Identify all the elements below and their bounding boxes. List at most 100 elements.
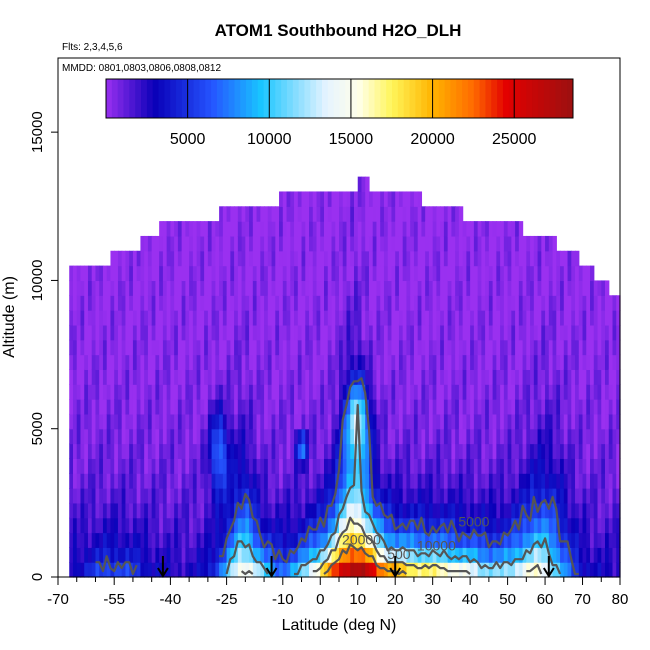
heatmap-cell — [207, 324, 213, 341]
heatmap-cell — [327, 250, 333, 267]
heatmap-cell — [174, 295, 179, 311]
heatmap-cell — [485, 502, 490, 519]
heatmap-cell — [181, 295, 186, 311]
heatmap-cell — [294, 547, 299, 563]
heatmap-cell — [346, 428, 351, 445]
heatmap-cell — [447, 488, 452, 504]
heatmap-cell — [147, 384, 153, 400]
heatmap-cell — [451, 502, 456, 519]
heatmap-cell — [571, 369, 576, 385]
heatmap-cell — [548, 310, 554, 326]
heatmap-cell — [125, 413, 130, 430]
heatmap-cell — [106, 502, 112, 519]
heatmap-cell — [496, 339, 501, 356]
heatmap-cell — [425, 532, 430, 548]
heatmap-cell — [402, 295, 408, 311]
heatmap-cell — [132, 324, 138, 341]
heatmap-cell — [260, 443, 265, 459]
heatmap-cell — [335, 562, 340, 578]
heatmap-cell — [350, 265, 355, 282]
heatmap-cell — [181, 265, 186, 282]
heatmap-cell — [560, 384, 565, 400]
heatmap-cell — [102, 488, 108, 504]
heatmap-cell — [473, 473, 479, 489]
heatmap-cell — [597, 443, 602, 459]
heatmap-cell — [616, 354, 621, 370]
heatmap-cell — [616, 443, 621, 459]
heatmap-cell — [294, 399, 299, 415]
heatmap-cell — [496, 473, 501, 489]
heatmap-cell — [215, 339, 220, 356]
heatmap-cell — [327, 428, 333, 445]
heatmap-cell — [545, 458, 550, 474]
heatmap-cell — [125, 502, 130, 519]
heatmap-cell — [575, 384, 580, 400]
heatmap-cell — [80, 547, 85, 563]
heatmap-cell — [294, 473, 299, 489]
heatmap-cell — [477, 517, 482, 534]
heatmap-cell — [601, 354, 606, 370]
heatmap-cell — [215, 384, 220, 400]
heatmap-cell — [72, 280, 78, 296]
heatmap-cell — [316, 354, 321, 370]
heatmap-cell — [537, 428, 542, 445]
heatmap-cell — [114, 532, 119, 548]
heatmap-cell — [290, 206, 295, 222]
heatmap-cell — [466, 250, 471, 267]
heatmap-cell — [365, 562, 370, 578]
heatmap-cell — [462, 532, 467, 548]
heatmap-cell — [301, 458, 306, 474]
heatmap-cell — [503, 428, 509, 445]
heatmap-cell — [132, 384, 138, 400]
heatmap-cell — [413, 532, 419, 548]
heatmap-cell — [76, 265, 82, 282]
heatmap-cell — [129, 428, 134, 445]
heatmap-cell — [294, 250, 299, 267]
heatmap-cell — [189, 369, 194, 385]
heatmap-cell — [413, 206, 419, 222]
heatmap-cell — [601, 369, 606, 385]
heatmap-cell — [279, 473, 284, 489]
heatmap-cell — [342, 547, 348, 563]
heatmap-cell — [76, 369, 82, 385]
heatmap-cell — [267, 206, 273, 222]
heatmap-cell — [500, 280, 505, 296]
heatmap-cell — [612, 413, 617, 430]
heatmap-cell — [320, 547, 325, 563]
heatmap-cell — [473, 458, 479, 474]
heatmap-cell — [196, 473, 201, 489]
heatmap-cell — [451, 413, 456, 430]
heatmap-cell — [237, 488, 243, 504]
heatmap-cell — [226, 295, 231, 311]
heatmap-cell — [488, 310, 494, 326]
colorbar-swatch — [281, 79, 288, 118]
heatmap-cell — [207, 458, 213, 474]
heatmap-cell — [185, 250, 190, 267]
heatmap-cell — [155, 384, 160, 400]
heatmap-cell — [290, 265, 295, 282]
heatmap-cell — [608, 547, 614, 563]
heatmap-cell — [200, 280, 205, 296]
heatmap-cell — [578, 443, 584, 459]
colorbar-swatch — [549, 79, 556, 118]
heatmap-cell — [245, 339, 250, 356]
heatmap-cell — [264, 547, 269, 563]
heatmap-cell — [147, 488, 153, 504]
heatmap-cell — [533, 324, 539, 341]
heatmap-cell — [286, 473, 291, 489]
heatmap-cell — [162, 295, 168, 311]
heatmap-cell — [219, 488, 224, 504]
heatmap-cell — [357, 176, 363, 193]
heatmap-cell — [237, 443, 243, 459]
heatmap-cell — [567, 488, 572, 504]
heatmap-cell — [485, 221, 490, 237]
heatmap-cell — [155, 562, 160, 578]
heatmap-cell — [222, 250, 228, 267]
heatmap-cell — [473, 384, 479, 400]
heatmap-cell — [196, 384, 201, 400]
heatmap-cell — [440, 221, 445, 237]
heatmap-cell — [365, 250, 370, 267]
heatmap-cell — [481, 384, 486, 400]
heatmap-cell — [380, 369, 385, 385]
heatmap-cell — [522, 399, 527, 415]
